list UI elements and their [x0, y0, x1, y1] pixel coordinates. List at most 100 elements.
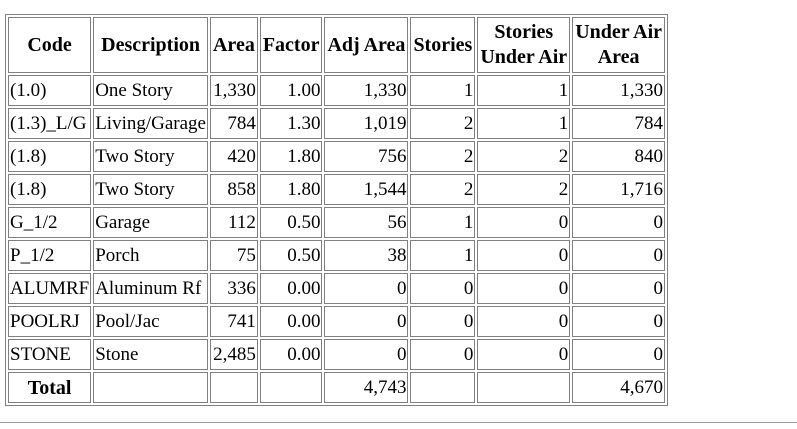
cell-adj-area: 0: [324, 339, 409, 370]
cell-area: 420: [209, 141, 258, 172]
header-under-air-area-line1: Under Air: [575, 21, 663, 43]
cell-area: 75: [209, 240, 258, 271]
cell-under-air-area: 0: [572, 240, 666, 271]
cell-stories: 2: [410, 141, 476, 172]
cell-stories: 2: [410, 108, 476, 139]
cell-factor: 1.30: [259, 108, 323, 139]
cell-code: STONE: [8, 339, 92, 370]
cell-stories: 0: [410, 339, 476, 370]
cell-factor: 1.80: [259, 174, 323, 205]
area-breakdown-table: Code Description Area Factor Adj Area St…: [5, 14, 669, 406]
cell-area: 741: [209, 306, 258, 337]
area-table-container: Code Description Area Factor Adj Area St…: [5, 14, 669, 406]
header-under-air-area-line2: Area: [597, 46, 640, 68]
total-empty-stories: [410, 372, 476, 403]
cell-factor: 0.00: [259, 306, 323, 337]
cell-factor: 0.00: [259, 339, 323, 370]
table-row: (1.0) One Story 1,330 1.00 1,330 1 1 1,3…: [8, 75, 666, 106]
header-under-air-area: Under Air Area: [572, 17, 666, 73]
cell-stories: 1: [410, 240, 476, 271]
cell-description: Aluminum Rf: [93, 273, 208, 304]
cell-code: (1.8): [8, 174, 92, 205]
table-row: (1.8) Two Story 858 1.80 1,544 2 2 1,716: [8, 174, 666, 205]
table-row: POOLRJ Pool/Jac 741 0.00 0 0 0 0: [8, 306, 666, 337]
total-empty-stories-under-air: [477, 372, 571, 403]
cell-under-air-area: 784: [572, 108, 666, 139]
total-empty-factor: [259, 372, 323, 403]
header-stories: Stories: [410, 17, 476, 73]
table-row: STONE Stone 2,485 0.00 0 0 0 0: [8, 339, 666, 370]
cell-adj-area: 0: [324, 306, 409, 337]
cell-adj-area: 1,330: [324, 75, 409, 106]
cell-description: Stone: [93, 339, 208, 370]
header-area: Area: [209, 17, 258, 73]
total-empty-area: [209, 372, 258, 403]
header-stories-under-air-line2: Under Air: [480, 46, 568, 68]
header-description: Description: [93, 17, 208, 73]
cell-stories-under-air: 2: [477, 174, 571, 205]
table-row: ALUMRF Aluminum Rf 336 0.00 0 0 0 0: [8, 273, 666, 304]
cell-description: Two Story: [93, 174, 208, 205]
cell-description: Porch: [93, 240, 208, 271]
cell-code: (1.3)_L/G: [8, 108, 92, 139]
cell-area: 336: [209, 273, 258, 304]
cell-stories: 2: [410, 174, 476, 205]
header-stories-under-air: Stories Under Air: [477, 17, 571, 73]
cell-adj-area: 0: [324, 273, 409, 304]
cell-area: 858: [209, 174, 258, 205]
cell-code: G_1/2: [8, 207, 92, 238]
header-adj-area: Adj Area: [324, 17, 409, 73]
total-adj-area: 4,743: [324, 372, 409, 403]
header-stories-under-air-line1: Stories: [494, 21, 554, 43]
cell-stories-under-air: 1: [477, 75, 571, 106]
total-row: Total 4,743 4,670: [8, 372, 666, 403]
bottom-divider: [0, 422, 797, 423]
cell-factor: 0.50: [259, 240, 323, 271]
cell-under-air-area: 0: [572, 339, 666, 370]
cell-adj-area: 56: [324, 207, 409, 238]
cell-adj-area: 756: [324, 141, 409, 172]
table-row: (1.3)_L/G Living/Garage 784 1.30 1,019 2…: [8, 108, 666, 139]
cell-factor: 1.80: [259, 141, 323, 172]
cell-adj-area: 38: [324, 240, 409, 271]
cell-description: Pool/Jac: [93, 306, 208, 337]
cell-under-air-area: 1,716: [572, 174, 666, 205]
cell-description: Two Story: [93, 141, 208, 172]
cell-stories-under-air: 0: [477, 306, 571, 337]
cell-stories: 1: [410, 75, 476, 106]
header-factor: Factor: [259, 17, 323, 73]
cell-code: POOLRJ: [8, 306, 92, 337]
cell-stories: 1: [410, 207, 476, 238]
cell-adj-area: 1,019: [324, 108, 409, 139]
header-code: Code: [8, 17, 92, 73]
cell-stories-under-air: 0: [477, 240, 571, 271]
cell-under-air-area: 0: [572, 306, 666, 337]
cell-area: 112: [209, 207, 258, 238]
cell-stories: 0: [410, 273, 476, 304]
total-under-air-area: 4,670: [572, 372, 666, 403]
table-row: (1.8) Two Story 420 1.80 756 2 2 840: [8, 141, 666, 172]
cell-under-air-area: 0: [572, 273, 666, 304]
cell-under-air-area: 840: [572, 141, 666, 172]
table-header-row: Code Description Area Factor Adj Area St…: [8, 17, 666, 73]
cell-description: Garage: [93, 207, 208, 238]
cell-description: Living/Garage: [93, 108, 208, 139]
cell-factor: 1.00: [259, 75, 323, 106]
cell-code: ALUMRF: [8, 273, 92, 304]
cell-stories-under-air: 0: [477, 207, 571, 238]
cell-stories-under-air: 1: [477, 108, 571, 139]
table-row: P_1/2 Porch 75 0.50 38 1 0 0: [8, 240, 666, 271]
cell-under-air-area: 0: [572, 207, 666, 238]
cell-code: P_1/2: [8, 240, 92, 271]
cell-area: 1,330: [209, 75, 258, 106]
cell-stories: 0: [410, 306, 476, 337]
cell-factor: 0.00: [259, 273, 323, 304]
cell-area: 784: [209, 108, 258, 139]
cell-description: One Story: [93, 75, 208, 106]
total-label: Total: [8, 372, 92, 403]
cell-under-air-area: 1,330: [572, 75, 666, 106]
table-row: G_1/2 Garage 112 0.50 56 1 0 0: [8, 207, 666, 238]
cell-factor: 0.50: [259, 207, 323, 238]
cell-stories-under-air: 0: [477, 339, 571, 370]
cell-adj-area: 1,544: [324, 174, 409, 205]
